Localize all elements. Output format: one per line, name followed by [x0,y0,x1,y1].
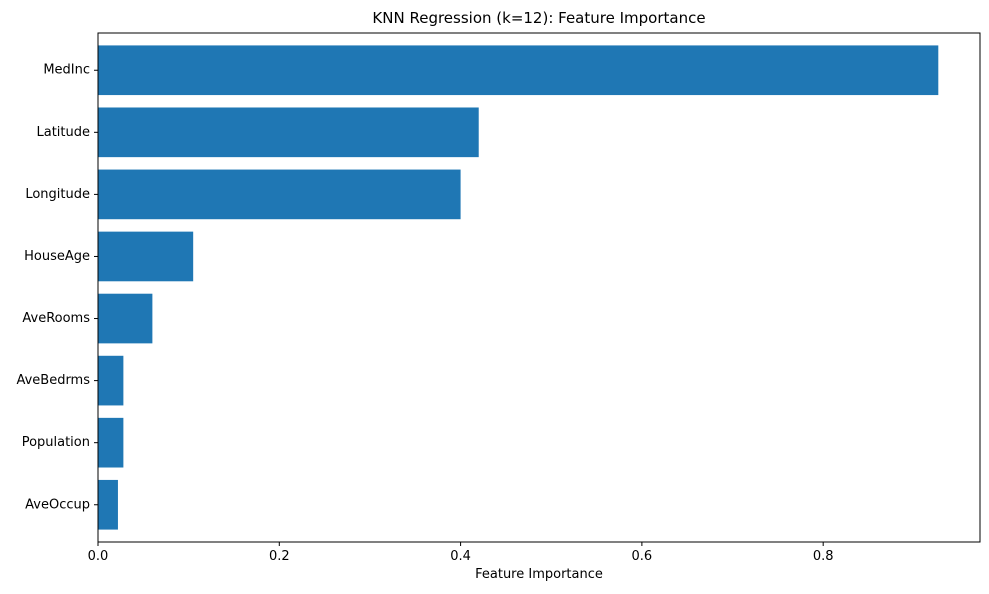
x-tick-label: 0.2 [269,549,290,564]
bar-aveoccup [98,479,118,530]
bar-longitude [98,169,461,220]
bar-averooms [98,293,153,344]
y-tick-label-averooms: AveRooms [22,311,90,326]
y-tick-label-latitude: Latitude [36,125,90,140]
x-tick-label: 0.8 [813,549,834,564]
y-tick-label-houseage: HouseAge [24,249,90,264]
bar-medinc [98,45,939,96]
y-axis: MedInc Latitude Longitude HouseAge AveRooms A… [16,63,98,512]
y-tick-label-population: Population [22,435,90,450]
y-tick-label-aveoccup: AveOccup [25,497,90,512]
bar-avebedrms [98,355,124,406]
y-tick-label-avebedrms: AveBedrms [16,373,90,388]
y-tick-label-longitude: Longitude [25,187,90,202]
x-tick-label: 0.4 [450,549,471,564]
x-axis-label: Feature Importance [475,567,603,582]
bar-population [98,417,124,468]
y-tick-label-medinc: MedInc [43,63,90,78]
bar-houseage [98,231,194,282]
x-tick-label: 0.6 [632,549,653,564]
x-tick-label: 0.0 [88,549,109,564]
x-axis: 0.0 0.2 0.4 0.6 0.8 [88,542,834,564]
plot-frame [97,32,981,543]
chart-title: KNN Regression (k=12): Feature Importanc… [372,9,705,27]
bar-latitude [98,107,479,158]
bars-layer [98,45,939,530]
